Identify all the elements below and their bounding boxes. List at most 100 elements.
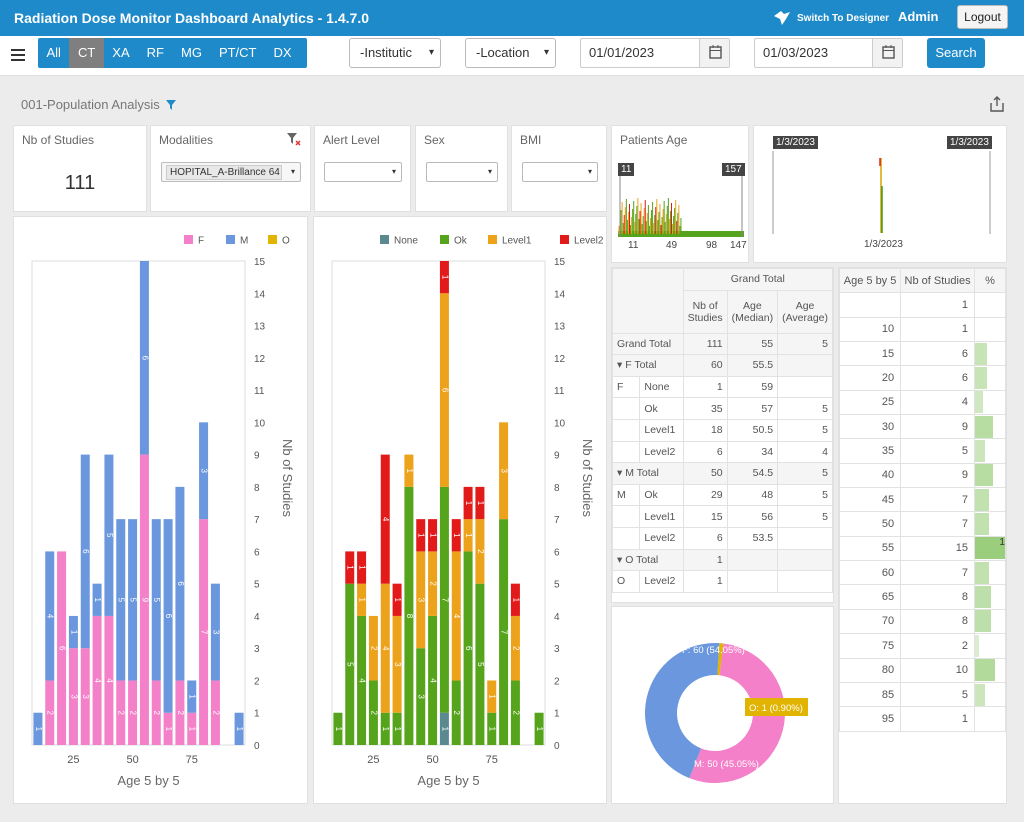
bar-segment[interactable] [187, 712, 197, 745]
bar-segment[interactable] [116, 680, 126, 745]
bar-segment[interactable] [357, 615, 367, 745]
modality-tab-rf[interactable]: RF [146, 45, 164, 60]
bar-segment[interactable] [80, 454, 90, 649]
modality-tab-ct[interactable]: CT [69, 38, 104, 68]
bar-segment[interactable] [404, 486, 414, 745]
bar-segment[interactable] [463, 519, 473, 552]
legend-swatch-m[interactable] [226, 235, 235, 244]
bar-segment[interactable] [380, 583, 390, 713]
legend-swatch-ok[interactable] [440, 235, 449, 244]
bar-segment[interactable] [428, 519, 438, 552]
logout-button[interactable]: Logout [957, 5, 1008, 29]
date-range-slider[interactable] [754, 126, 1008, 264]
hamburger-menu-icon[interactable] [11, 46, 25, 64]
donut-slice-o[interactable] [717, 643, 724, 676]
modality-tab-all[interactable]: All [46, 45, 61, 60]
bar-segment[interactable] [104, 615, 114, 745]
clear-filter-icon[interactable] [287, 132, 301, 146]
bar-segment[interactable] [510, 615, 520, 681]
bar-segment[interactable] [116, 519, 126, 681]
modality-tab-pt-ct[interactable]: PT/CT [218, 45, 257, 60]
bar-segment[interactable] [451, 551, 461, 681]
bar-segment[interactable] [45, 680, 55, 745]
bar-segment[interactable] [499, 422, 509, 520]
legend-swatch-level2[interactable] [560, 235, 569, 244]
bar-segment[interactable] [357, 583, 367, 616]
bar-segment[interactable] [333, 712, 343, 745]
pivot-row-label[interactable]: ▾ O Total [612, 548, 684, 572]
modalities-select[interactable]: HOPITAL_A-Brillance 64 ✕ ▾ [161, 162, 301, 182]
bar-segment[interactable] [487, 680, 497, 713]
calendar-icon[interactable] [699, 39, 729, 67]
search-button[interactable]: Search [927, 38, 985, 68]
bar-segment[interactable] [128, 680, 138, 745]
bar-segment[interactable] [151, 519, 161, 681]
legend-swatch-none[interactable] [380, 235, 389, 244]
bar-segment[interactable] [404, 454, 414, 487]
bmi-select[interactable]: ▾ [522, 162, 598, 182]
bar-segment[interactable] [451, 519, 461, 552]
bar-segment[interactable] [368, 680, 378, 745]
bar-segment[interactable] [45, 551, 55, 681]
bar-segment[interactable] [210, 583, 220, 681]
bar-segment[interactable] [499, 519, 509, 745]
bar-segment[interactable] [151, 680, 161, 745]
bar-segment[interactable] [104, 454, 114, 616]
sex-donut-chart[interactable]: F: 60 (54.05%) M: 50 (45.05%) O: 1 (0.90%) [612, 607, 835, 805]
export-icon[interactable] [990, 96, 1004, 112]
bar-segment[interactable] [439, 293, 449, 487]
age-range-max[interactable]: 157 [722, 163, 745, 176]
switch-to-designer-button[interactable]: Switch To Designer [772, 8, 889, 28]
bar-segment[interactable] [510, 680, 520, 745]
legend-swatch-o[interactable] [268, 235, 277, 244]
bar-segment[interactable] [392, 615, 402, 713]
legend-swatch-level1[interactable] [488, 235, 497, 244]
bar-segment[interactable] [187, 680, 197, 713]
modality-tab-dx[interactable]: DX [273, 45, 292, 60]
bar-segment[interactable] [163, 712, 173, 745]
bar-segment[interactable] [463, 551, 473, 745]
date-range-right[interactable]: 1/3/2023 [947, 136, 992, 149]
sex-select[interactable]: ▾ [426, 162, 498, 182]
bar-segment[interactable] [510, 583, 520, 616]
bar-segment[interactable] [33, 712, 43, 745]
bar-segment[interactable] [475, 519, 485, 584]
bar-segment[interactable] [175, 680, 185, 745]
bar-segment[interactable] [380, 454, 390, 584]
bar-segment[interactable] [416, 519, 426, 552]
bar-segment[interactable] [128, 519, 138, 681]
bar-segment[interactable] [439, 712, 449, 745]
bar-segment[interactable] [428, 551, 438, 616]
date-from-input[interactable]: 01/01/2023 [580, 38, 730, 68]
pivot-row-label[interactable]: Grand Total [612, 332, 684, 356]
date-to-input[interactable]: 01/03/2023 [754, 38, 903, 68]
bar-segment[interactable] [80, 648, 90, 745]
bar-segment[interactable] [451, 680, 461, 745]
date-range-left[interactable]: 1/3/2023 [773, 136, 818, 149]
alert-level-select[interactable]: ▾ [324, 162, 402, 182]
bar-segment[interactable] [68, 648, 78, 745]
age-range-min[interactable]: 11 [618, 163, 635, 176]
bar-segment[interactable] [199, 422, 209, 520]
institution-select[interactable]: -Institutic ▾ [349, 38, 441, 68]
bar-segment[interactable] [57, 551, 67, 745]
bar-segment[interactable] [463, 486, 473, 520]
bar-segment[interactable] [534, 712, 544, 745]
location-select[interactable]: -Location ▾ [465, 38, 556, 68]
calendar-icon[interactable] [872, 39, 902, 67]
bar-segment[interactable] [92, 615, 102, 745]
bar-segment[interactable] [234, 712, 244, 745]
bar-segment[interactable] [439, 261, 449, 294]
pivot-row-label[interactable]: ▾ M Total [612, 462, 684, 485]
bar-segment[interactable] [392, 712, 402, 745]
donut-slice-m[interactable] [645, 643, 720, 779]
bar-segment[interactable] [368, 615, 378, 681]
bar-segment[interactable] [139, 261, 149, 455]
pivot-row-label[interactable]: ▾ F Total [612, 354, 684, 377]
bar-segment[interactable] [475, 583, 485, 745]
bar-segment[interactable] [345, 551, 355, 584]
bar-segment[interactable] [139, 454, 149, 745]
bar-segment[interactable] [392, 583, 402, 616]
